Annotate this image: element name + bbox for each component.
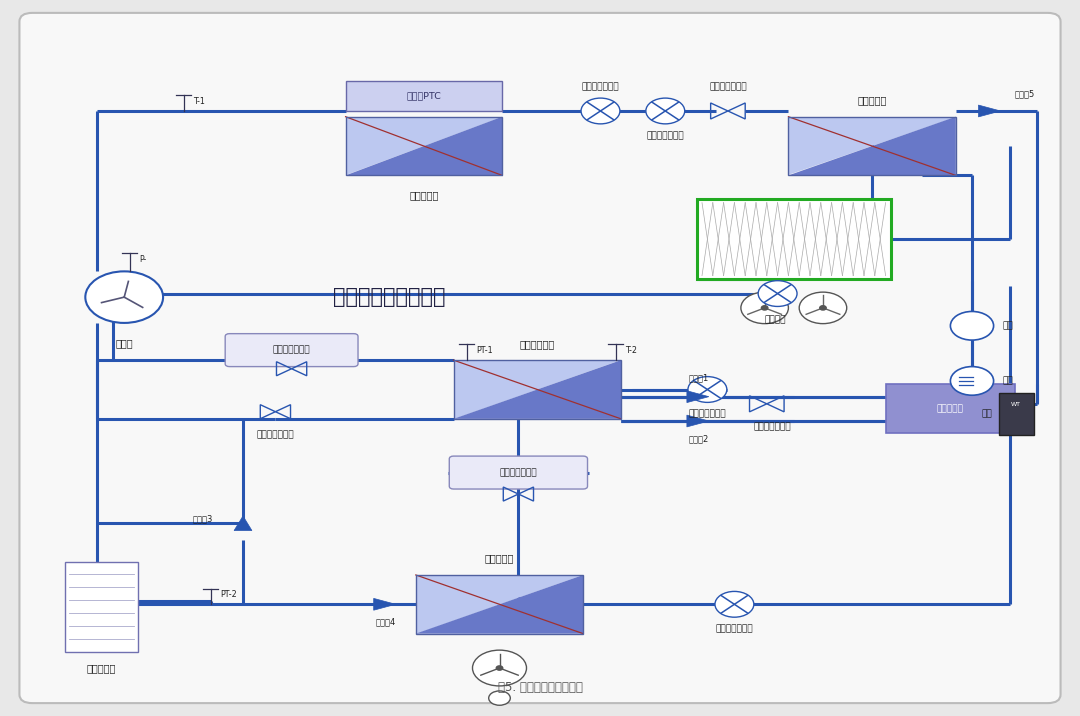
Text: 电池电子膨胀阀: 电池电子膨胀阀 <box>689 410 726 419</box>
Text: 图5. 电池加热原理示意图: 图5. 电池加热原理示意图 <box>498 681 582 694</box>
FancyBboxPatch shape <box>19 13 1061 703</box>
Text: 空调制冷电磁阀: 空调制冷电磁阀 <box>582 82 619 91</box>
Polygon shape <box>374 599 395 610</box>
Polygon shape <box>454 360 621 419</box>
Text: 电控: 电控 <box>982 410 993 418</box>
Circle shape <box>741 292 788 324</box>
Circle shape <box>85 271 163 323</box>
Text: 空气换热电磁阀: 空气换热电磁阀 <box>710 82 746 91</box>
Polygon shape <box>346 117 502 175</box>
Text: 单向阀1: 单向阀1 <box>689 373 708 382</box>
Text: T-2: T-2 <box>625 347 637 355</box>
Text: 电池包换热器: 电池包换热器 <box>519 339 555 349</box>
Text: 三通水阀: 三通水阀 <box>765 315 786 324</box>
Circle shape <box>581 98 620 124</box>
Text: 板式换热器: 板式换热器 <box>937 405 963 413</box>
Text: 风加热PTC: 风加热PTC <box>406 92 442 100</box>
Polygon shape <box>416 575 583 634</box>
Text: 单向阀5: 单向阀5 <box>1014 89 1035 98</box>
Text: 压缩机: 压缩机 <box>116 339 133 349</box>
FancyBboxPatch shape <box>449 456 588 489</box>
Text: T-1: T-1 <box>193 97 205 106</box>
Text: 车外换热器: 车外换热器 <box>858 95 887 105</box>
Text: 电机: 电机 <box>1002 377 1013 385</box>
Bar <box>65 562 138 652</box>
Polygon shape <box>788 117 956 175</box>
Text: 气液分离器: 气液分离器 <box>86 663 117 673</box>
Circle shape <box>646 98 685 124</box>
Text: 单向阀2: 单向阀2 <box>689 434 708 443</box>
Text: 单向阀4: 单向阀4 <box>376 617 395 626</box>
Circle shape <box>761 306 768 310</box>
Text: PT-1: PT-1 <box>476 347 492 355</box>
Text: 电池冷却电磁阀: 电池冷却电磁阀 <box>257 430 294 440</box>
Circle shape <box>715 591 754 617</box>
Text: P-: P- <box>139 256 147 264</box>
Text: 电池加热工作原理图: 电池加热工作原理图 <box>333 287 445 307</box>
Text: 制冷电子膨胀阀: 制冷电子膨胀阀 <box>716 624 753 634</box>
Polygon shape <box>687 391 708 402</box>
Circle shape <box>950 367 994 395</box>
Bar <box>697 199 891 279</box>
Text: 车内蒸发器: 车内蒸发器 <box>485 553 514 563</box>
Bar <box>346 81 502 111</box>
Polygon shape <box>788 117 956 175</box>
Circle shape <box>497 666 503 670</box>
Text: PT-2: PT-2 <box>220 591 238 599</box>
Polygon shape <box>454 360 621 419</box>
Polygon shape <box>234 516 252 531</box>
Text: 水泵: 水泵 <box>1002 321 1013 330</box>
Bar <box>788 117 956 175</box>
Polygon shape <box>687 415 708 427</box>
FancyBboxPatch shape <box>226 334 359 367</box>
Circle shape <box>799 292 847 324</box>
Polygon shape <box>416 575 583 634</box>
Circle shape <box>488 691 511 705</box>
Text: 单向阀3: 单向阀3 <box>192 515 213 523</box>
Polygon shape <box>978 105 1000 117</box>
Bar <box>346 117 502 175</box>
Bar <box>416 575 583 634</box>
Polygon shape <box>346 117 502 175</box>
Text: 水源换热电磁阀: 水源换热电磁阀 <box>754 422 791 432</box>
FancyBboxPatch shape <box>886 384 1015 433</box>
Bar <box>454 360 621 419</box>
Bar <box>999 393 1034 435</box>
Text: 电池加热电磁阀: 电池加热电磁阀 <box>273 346 310 354</box>
Circle shape <box>950 311 994 340</box>
Circle shape <box>473 650 527 686</box>
Text: 车内冷凝器: 车内冷凝器 <box>409 190 438 200</box>
Text: 采暖电子膨胀阀: 采暖电子膨胀阀 <box>647 131 684 140</box>
Text: 空调采暖电磁阀: 空调采暖电磁阀 <box>500 468 537 477</box>
Text: WT: WT <box>1011 402 1022 407</box>
Circle shape <box>820 306 826 310</box>
Circle shape <box>758 281 797 306</box>
Circle shape <box>688 377 727 402</box>
